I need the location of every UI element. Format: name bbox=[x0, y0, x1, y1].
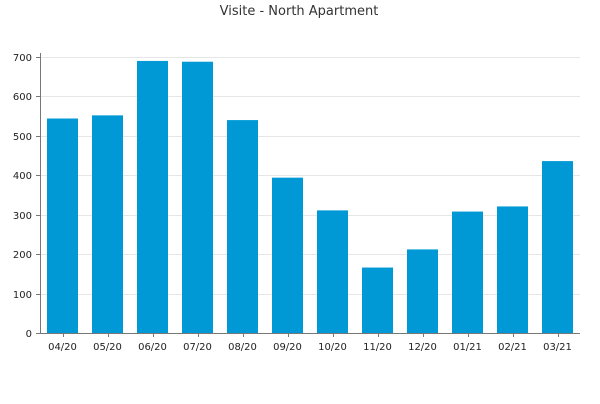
bar-09-20 bbox=[272, 177, 303, 333]
x-tick-label-04-20: 04/20 bbox=[48, 342, 77, 353]
tick-labels: 0 100 200 300 400 500 600 700 04/20 05/20 06/20 07/… bbox=[13, 53, 572, 353]
bar-02-21 bbox=[497, 206, 528, 333]
x-tick-label-08-20: 08/20 bbox=[228, 342, 257, 353]
x-tick-label-03-21: 03/21 bbox=[543, 342, 572, 353]
bar-05-20 bbox=[92, 115, 123, 334]
bars bbox=[47, 60, 573, 334]
x-tick-label-10-20: 10/20 bbox=[318, 342, 347, 353]
y-tick-label-0: 0 bbox=[26, 329, 32, 340]
x-tick-label-02-21: 02/21 bbox=[498, 342, 527, 353]
x-tick-label-12-20: 12/20 bbox=[408, 342, 437, 353]
bar-07-20 bbox=[182, 61, 213, 333]
x-tick-label-01-21: 01/21 bbox=[453, 342, 482, 353]
x-tick-label-06-20: 06/20 bbox=[138, 342, 167, 353]
y-tick-label-600: 600 bbox=[13, 92, 32, 103]
y-tick-label-300: 300 bbox=[13, 211, 32, 222]
axes bbox=[36, 53, 580, 337]
bar-12-20 bbox=[407, 249, 438, 333]
x-tick-label-09-20: 09/20 bbox=[273, 342, 302, 353]
y-tick-label-700: 700 bbox=[13, 53, 32, 64]
x-tick-label-05-20: 05/20 bbox=[93, 342, 122, 353]
x-tick-label-11-20: 11/20 bbox=[363, 342, 392, 353]
y-tick-label-200: 200 bbox=[13, 250, 32, 261]
bar-08-20 bbox=[227, 120, 258, 333]
y-tick-label-500: 500 bbox=[13, 132, 32, 143]
y-tick-label-400: 400 bbox=[13, 171, 32, 182]
x-tick-label-07-20: 07/20 bbox=[183, 342, 212, 353]
bar-11-20 bbox=[362, 267, 393, 333]
y-tick-label-100: 100 bbox=[13, 290, 32, 301]
bar-06-20 bbox=[137, 60, 168, 333]
bar-10-20 bbox=[317, 210, 348, 333]
chart-title: Visite - North Apartment bbox=[220, 4, 379, 19]
bar-03-21 bbox=[542, 161, 573, 333]
grid-lines bbox=[40, 57, 580, 295]
bar-01-21 bbox=[452, 211, 483, 333]
bar-04-20 bbox=[47, 118, 78, 333]
